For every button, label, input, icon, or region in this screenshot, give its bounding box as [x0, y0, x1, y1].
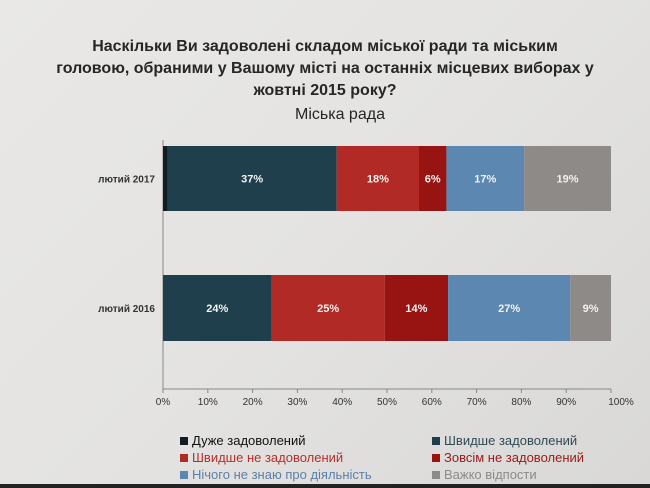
legend-swatch [432, 453, 440, 462]
legend-label: Нічого не знаю про діяльність [192, 467, 372, 482]
bar-segment [163, 275, 272, 341]
bar-segment [524, 146, 611, 211]
title-line: Наскільки Ви задоволені складом міської … [92, 38, 558, 55]
bar-segment [167, 146, 337, 211]
legend-item: Дуже задоволений [180, 433, 306, 448]
x-tick-label: 70% [467, 397, 487, 408]
data-label: 37% [241, 174, 263, 186]
category-label: лютий 2016 [98, 304, 155, 315]
legend-label: Дуже задоволений [192, 433, 306, 448]
bar-segment [570, 275, 611, 341]
data-label: 14% [405, 303, 427, 315]
category-label: лютий 2017 [98, 175, 155, 186]
legend-label: Швидше задоволений [444, 433, 578, 448]
legend: Дуже задоволений Швидше задоволений Швидше… [180, 433, 600, 485]
bar-segment [384, 275, 449, 341]
data-label: 19% [557, 174, 579, 186]
bar-segment [336, 146, 419, 211]
data-label: 17% [474, 174, 496, 186]
bar-segment [448, 275, 571, 341]
legend-label: Важко відпости [444, 467, 537, 482]
data-label: 9% [583, 303, 599, 315]
bar-segment [271, 275, 385, 341]
legend-item: Швидше не задоволений [180, 450, 343, 465]
x-tick-label: 90% [556, 397, 576, 408]
title-line: жовтні 2015 року? [253, 82, 397, 99]
legend-swatch [180, 470, 188, 479]
x-tick-label: 20% [243, 397, 263, 408]
title-line: головою, обраними у Вашому місті на оста… [56, 60, 594, 77]
legend-item: Нічого не знаю про діяльність [180, 467, 372, 482]
legend-item: Швидше задоволений [432, 433, 577, 448]
x-tick-label: 0% [156, 397, 171, 408]
legend-swatch [180, 436, 188, 445]
bar-segment [163, 146, 168, 211]
data-label: 24% [206, 303, 228, 315]
data-label: 18% [367, 174, 389, 186]
chart-subtitle: Міська рада [295, 106, 385, 123]
x-tick-label: 80% [511, 397, 531, 408]
legend-item: Зовсім не задоволений [432, 450, 584, 465]
legend-label: Швидше не задоволений [192, 450, 344, 465]
legend-swatch [432, 470, 440, 479]
x-tick-label: 60% [422, 397, 442, 408]
chart-title: Наскільки Ви задоволені складом міської … [35, 36, 615, 102]
legend-swatch [180, 453, 188, 462]
bar-segment [419, 146, 447, 211]
legend-swatch [432, 436, 440, 445]
x-tick-label: 50% [377, 397, 397, 408]
photo-bottom-edge [0, 484, 650, 488]
legend-label: Зовсім не задоволений [444, 450, 585, 465]
data-label: 6% [425, 174, 441, 186]
legend-item: Важко відпости [432, 467, 537, 482]
x-tick-label: 40% [332, 397, 352, 408]
x-tick-label: 10% [198, 397, 218, 408]
data-label: 25% [317, 303, 339, 315]
x-tick-label: 100% [608, 397, 634, 408]
x-tick-label: 30% [287, 397, 307, 408]
data-label: 27% [498, 303, 520, 315]
bar-segment [446, 146, 525, 211]
